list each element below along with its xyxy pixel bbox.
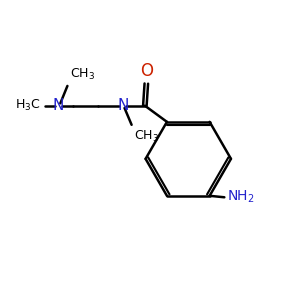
Text: CH$_3$: CH$_3$ bbox=[134, 129, 159, 144]
Text: CH$_3$: CH$_3$ bbox=[70, 67, 95, 82]
Text: N: N bbox=[117, 98, 128, 113]
Text: H$_3$C: H$_3$C bbox=[15, 98, 40, 113]
Text: NH$_2$: NH$_2$ bbox=[227, 189, 254, 206]
Text: N: N bbox=[53, 98, 64, 113]
Text: O: O bbox=[140, 62, 153, 80]
